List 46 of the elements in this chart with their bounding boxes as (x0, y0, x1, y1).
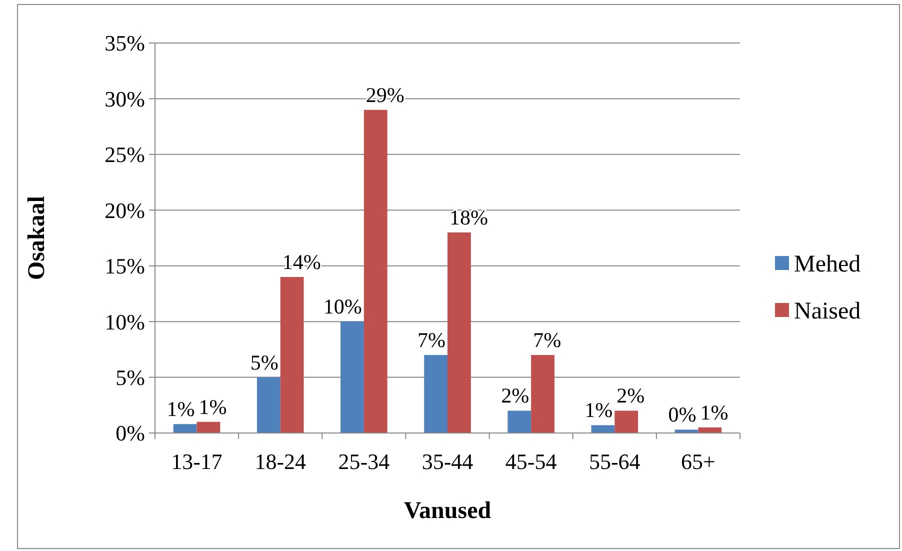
bar (614, 410, 638, 433)
x-tick-label: 65+ (681, 449, 716, 474)
y-tick-label: 35% (104, 30, 145, 56)
bar (508, 410, 532, 433)
y-tick-label: 20% (104, 198, 145, 223)
bar (448, 232, 471, 433)
data-label: 0% (668, 402, 696, 427)
x-tick-label: 18-24 (254, 449, 306, 474)
bar (196, 422, 220, 433)
x-tick-label: 55-64 (588, 449, 640, 474)
bar (698, 427, 722, 433)
bar (173, 424, 197, 433)
bar (340, 322, 364, 433)
y-tick-label: 15% (104, 254, 145, 279)
y-tick-label: 0% (116, 420, 145, 446)
y-tick-label: 10% (104, 309, 145, 334)
legend-label: Mehed (794, 251, 861, 278)
data-label: 1% (198, 394, 227, 419)
data-label: 1% (700, 400, 728, 424)
bar (531, 355, 554, 433)
data-label: 2% (616, 384, 645, 408)
x-tick-label: 45-54 (505, 449, 557, 474)
y-tick-label: 5% (116, 364, 145, 390)
x-axis-title: Vanused (404, 498, 492, 524)
y-tick-label: 25% (104, 142, 145, 168)
data-label: 5% (250, 350, 278, 374)
bar (424, 355, 448, 433)
y-tick-label: 30% (104, 86, 145, 112)
x-tick-label: 35-44 (422, 449, 474, 474)
y-axis-title: Osakaal (24, 196, 50, 280)
data-label: 2% (501, 384, 530, 408)
data-label: 1% (166, 397, 195, 422)
x-tick-label: 25-34 (338, 449, 390, 474)
data-label: 7% (533, 328, 562, 352)
x-tick-label: 13-17 (171, 449, 222, 474)
data-label: 1% (584, 398, 613, 422)
bar (591, 425, 615, 433)
data-label: 29% (366, 82, 404, 107)
legend-label: Naised (794, 298, 861, 324)
data-label: 10% (323, 294, 362, 319)
data-label: 18% (450, 205, 488, 230)
bar (364, 110, 388, 433)
bar (280, 277, 304, 433)
data-label: 14% (282, 250, 321, 274)
data-label: 7% (418, 328, 446, 352)
bar (256, 377, 280, 433)
